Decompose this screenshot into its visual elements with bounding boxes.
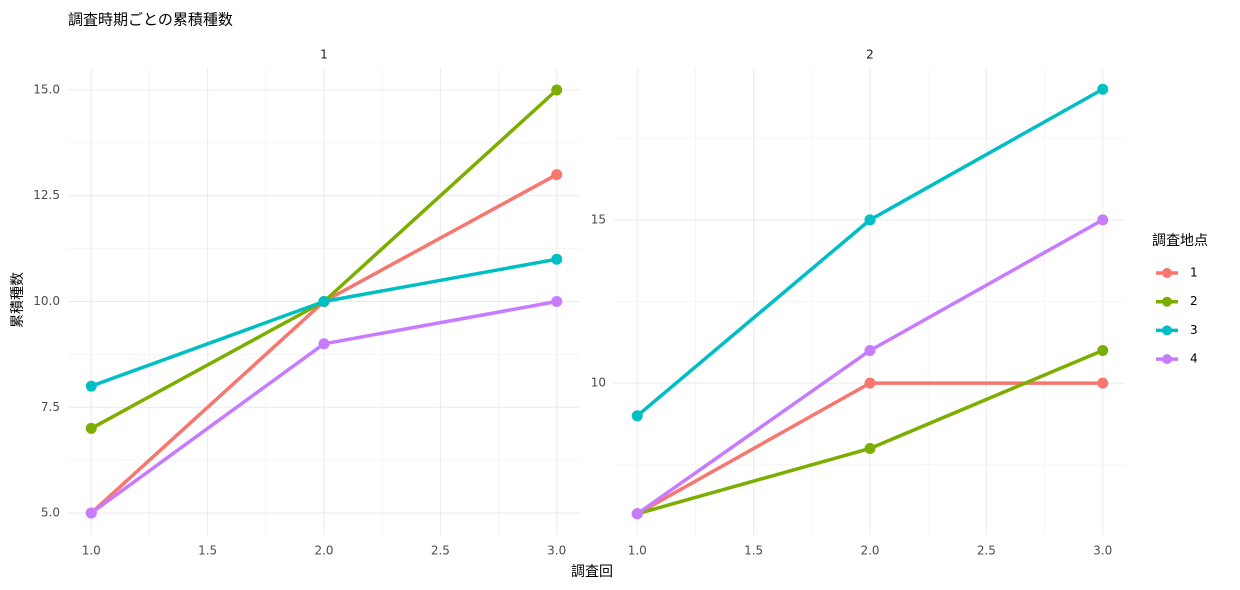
data-point — [551, 84, 563, 96]
data-point — [1097, 377, 1109, 389]
y-tick-label: 10 — [591, 376, 606, 390]
x-tick-label: 1.5 — [744, 544, 763, 558]
data-point — [318, 296, 330, 307]
chart-title: 調査時期ごとの累積種数 — [68, 11, 233, 29]
data-point — [1097, 214, 1109, 226]
x-tick-label: 2.0 — [860, 544, 879, 558]
data-point — [631, 410, 643, 422]
y-tick-label: 5.0 — [41, 506, 60, 520]
x-tick-label: 3.0 — [1093, 544, 1112, 558]
facet-title: 2 — [866, 48, 874, 62]
y-tick-label: 10.0 — [33, 294, 60, 308]
legend-label: 4 — [1190, 352, 1198, 366]
data-point — [318, 338, 330, 350]
x-tick-label: 2.5 — [977, 544, 996, 558]
y-tick-label: 15.0 — [33, 82, 60, 96]
data-point — [864, 344, 876, 356]
data-point — [85, 380, 97, 392]
data-point — [551, 253, 563, 265]
data-point — [864, 377, 876, 389]
legend-label: 2 — [1190, 294, 1198, 308]
x-tick-label: 1.5 — [198, 544, 217, 558]
y-tick-label: 12.5 — [33, 188, 60, 202]
y-axis-label: 累積種数 — [10, 272, 26, 328]
data-point — [864, 214, 876, 226]
legend-label: 1 — [1190, 266, 1198, 280]
y-tick-label: 7.5 — [41, 400, 60, 414]
data-point — [551, 169, 563, 181]
legend-title: 調査地点 — [1152, 233, 1208, 249]
x-tick-label: 3.0 — [547, 544, 566, 558]
legend-swatch-point — [1162, 354, 1172, 365]
data-point — [1097, 83, 1109, 95]
legend-swatch-point — [1162, 296, 1172, 307]
legend-swatch-point — [1162, 268, 1172, 278]
x-tick-label: 1.0 — [628, 544, 647, 558]
legend-swatch-point — [1162, 325, 1172, 336]
data-point — [864, 442, 876, 454]
x-axis-label: 調査回 — [571, 564, 613, 580]
data-point — [85, 422, 97, 434]
facet-title: 1 — [320, 48, 328, 62]
x-tick-label: 2.5 — [431, 544, 450, 558]
data-point — [551, 296, 563, 307]
legend-label: 3 — [1190, 323, 1198, 337]
data-point — [85, 507, 97, 519]
x-tick-label: 2.0 — [314, 544, 333, 558]
data-point — [631, 508, 643, 520]
data-point — [1097, 344, 1109, 356]
x-tick-label: 1.0 — [82, 544, 101, 558]
y-tick-label: 15 — [591, 212, 606, 226]
